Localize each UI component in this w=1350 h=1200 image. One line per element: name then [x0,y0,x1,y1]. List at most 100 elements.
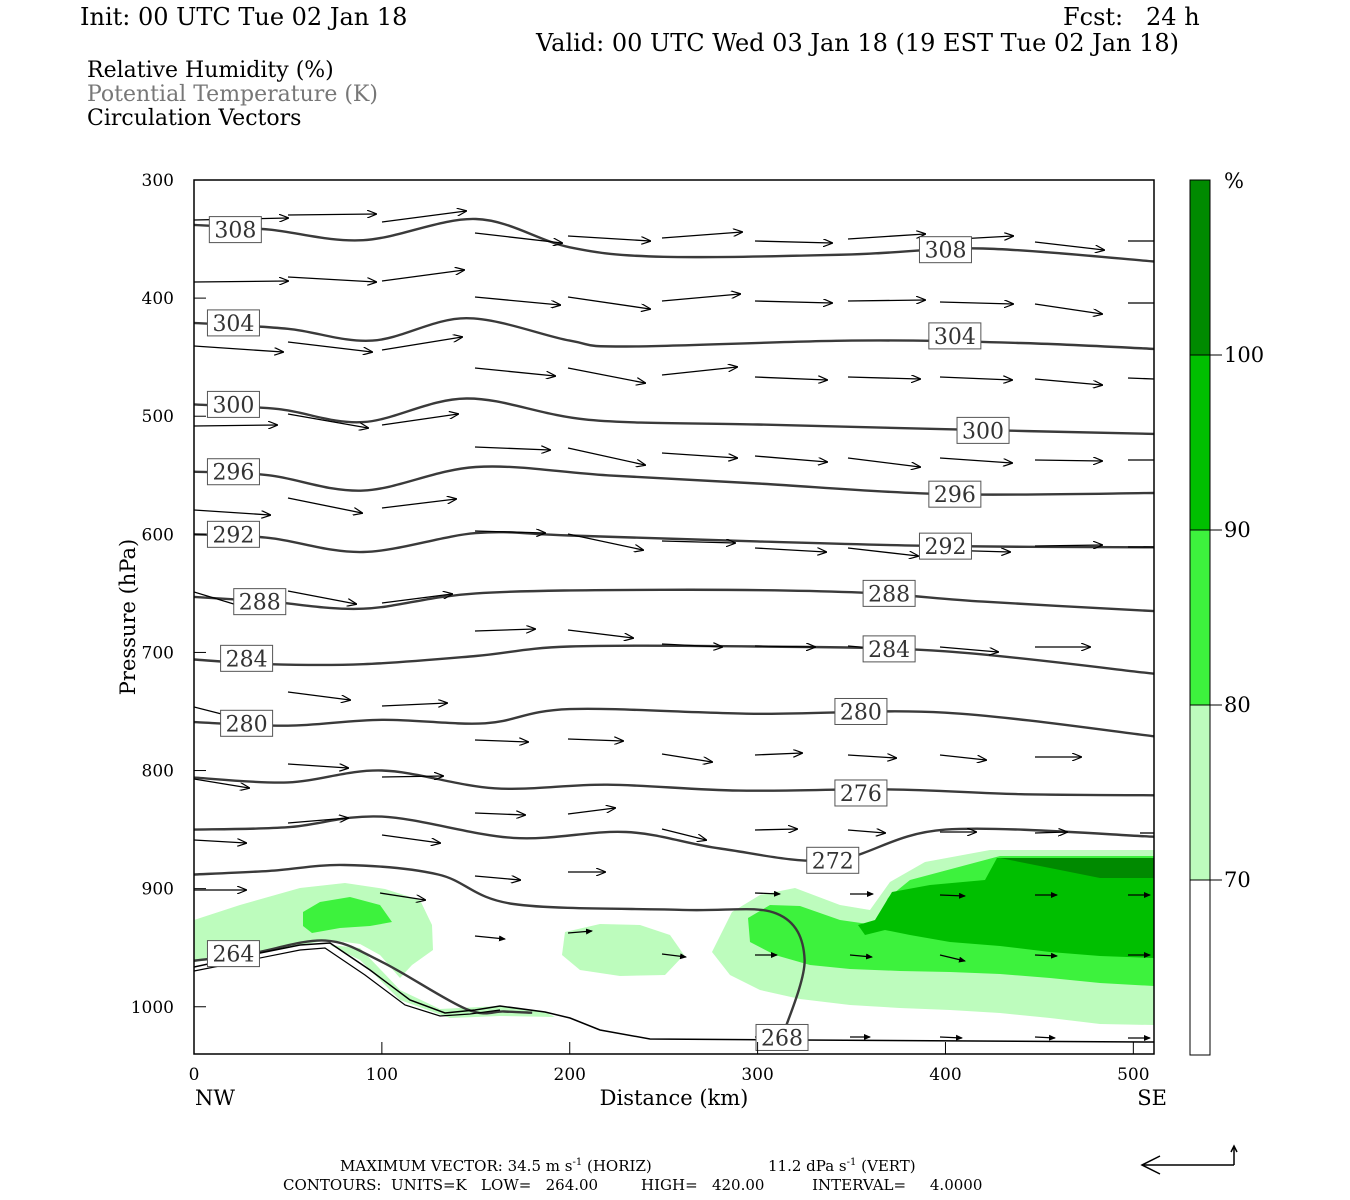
contour-info: CONTOURS: UNITS=K LOW= 264.00 HIGH= 420.… [283,1176,982,1194]
vector [661,367,737,376]
plot-frame [193,179,1155,1055]
vector [754,377,827,380]
contour-label-text: 292 [924,535,966,560]
vector [1034,545,1102,546]
vector [567,447,645,465]
colorbar-box-100 [1190,180,1210,355]
contour-label-text: 264 [212,943,254,968]
contour-label-text: 268 [761,1026,803,1051]
theta-contour-288 [194,588,1154,613]
vector [1034,378,1102,385]
vector [661,452,737,458]
colorbar-box-white [1190,880,1210,1055]
theta-contour-308 [194,217,1154,263]
vector [194,425,277,426]
y-tick-label: 1000 [131,998,174,1018]
x-axis-label: Distance (km) [600,1086,749,1110]
vector [287,413,368,428]
rh70-region-mid [562,924,684,976]
y-tick-label: 800 [142,762,174,782]
contour-label-text: 280 [226,712,268,737]
terrain-line-lower [194,947,501,1017]
vector [661,232,742,239]
reference-vector-icon [1140,1144,1238,1175]
colorbar-box-70 [1190,705,1210,880]
vector [474,447,550,450]
contour-label: 300 [206,390,260,418]
vector [287,341,372,352]
contour-label-text: 308 [214,219,256,244]
vector [754,301,832,303]
vector [287,497,362,513]
contour-label: 308 [208,216,262,244]
vector [567,367,645,383]
vector [474,629,535,631]
vector [754,547,826,552]
vector [194,840,246,843]
contour-label-text: 300 [212,393,254,418]
vector [939,1034,963,1041]
contour-label-text: 284 [868,638,910,663]
vector [567,808,615,815]
y-tick-label: 500 [142,407,174,427]
contour-label: 296 [928,480,982,508]
theta-contour-276 [194,769,1154,797]
vector [287,691,350,700]
contour-label: 264 [206,940,260,968]
contour-label: 296 [206,458,260,486]
vector [939,302,1013,304]
theta-contour-300 [194,397,1154,436]
theta-contour-304 [194,316,1154,351]
forecast-hour: Fcst: 24 h [1063,3,1200,31]
colorbar-level-100: 100 [1224,343,1264,367]
x-tick-label: 100 [366,1065,398,1085]
vector [381,776,443,777]
vector [287,590,356,604]
theta-contour-labels: 308 308 304 304 300 300 296 296 292 292 288 288 284 2… [206,216,1010,1051]
terrain-line-upper [194,942,1154,1043]
contour-label: 280 [220,709,274,737]
y-axis-label: Pressure (hPa) [116,539,140,695]
y-tick-label: 700 [142,643,174,663]
contour-label: 292 [918,532,972,560]
contour-label: 280 [834,697,888,725]
contour-label: 288 [862,579,916,607]
vector [287,818,348,824]
vector [194,345,283,352]
x-tick-label: 0 [189,1065,200,1085]
vector [567,739,623,741]
vector [567,296,650,309]
contour-label-text: 288 [239,591,281,616]
theta-contour-296 [194,465,1154,496]
vector [847,300,925,301]
legend-vectors: Circulation Vectors [87,106,301,131]
theta-contour-280 [194,707,1154,738]
contour-label-text: 308 [924,239,966,264]
x-tick-label: 500 [1117,1065,1149,1085]
valid-time: Valid: 00 UTC Wed 03 Jan 18 (19 EST Tue … [535,29,1179,57]
vector [661,828,706,840]
x-end-label-right: SE [1137,1086,1167,1110]
vector [287,214,376,215]
terrain [194,942,1154,1043]
vector [474,935,506,942]
vector [849,953,873,960]
legend-rh: Relative Humidity (%) [87,58,334,83]
vector [379,892,425,900]
vector [1127,377,1154,380]
vector [661,953,687,960]
contour-label: 284 [862,635,916,663]
vector [381,703,447,706]
vector [1034,460,1102,461]
x-tick-label: 200 [554,1065,586,1085]
vector [939,754,986,760]
vector [474,531,545,533]
vector [474,813,525,815]
y-tick-label: 900 [142,880,174,900]
vector [474,367,555,376]
init-time: Init: 00 UTC Tue 02 Jan 18 [80,3,407,31]
vector [567,533,643,550]
vector [661,541,735,543]
contour-label-text: 288 [868,582,910,607]
vector [754,241,832,243]
